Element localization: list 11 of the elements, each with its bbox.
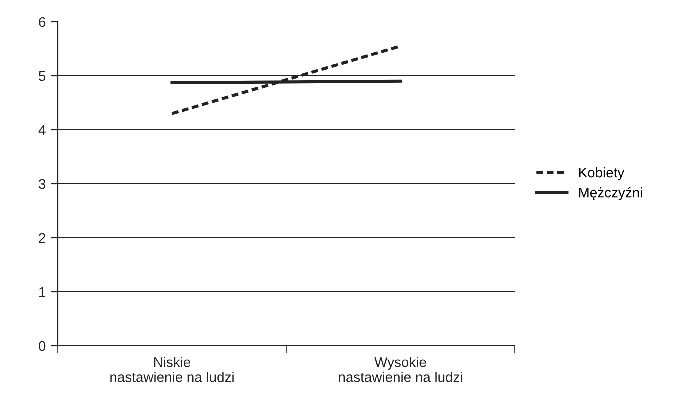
- legend-label: Mężczyźni: [579, 187, 642, 201]
- y-tick-label: 6: [39, 17, 46, 28]
- x-tick-label: Niskie nastawienie na ludzi: [110, 357, 234, 382]
- x-tick-label: Wysokie nastawienie na ludzi: [339, 357, 462, 382]
- y-tick-label: 3: [39, 179, 46, 190]
- legend-label: Kobiety: [579, 167, 625, 180]
- y-tick-label: 1: [40, 287, 46, 298]
- y-tick-label: 0: [39, 341, 46, 352]
- y-tick-label: 4: [38, 125, 46, 136]
- y-tick-label: 2: [39, 233, 46, 244]
- y-tick-label: 5: [39, 71, 46, 82]
